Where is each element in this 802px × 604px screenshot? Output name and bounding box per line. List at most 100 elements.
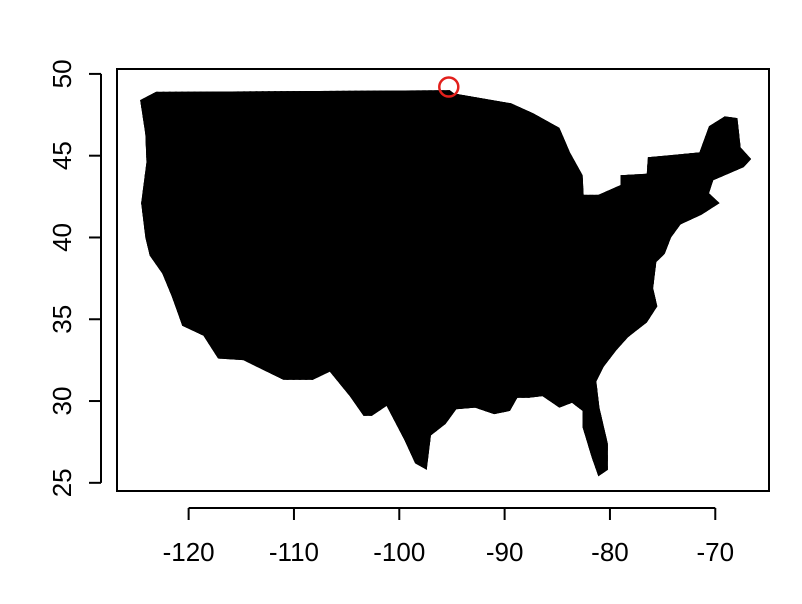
data-point (307, 80, 317, 90)
data-point (183, 80, 193, 90)
data-point (313, 80, 323, 90)
data-point (140, 218, 144, 229)
data-point (239, 80, 249, 90)
data-point (682, 127, 693, 139)
data-point (663, 277, 674, 288)
data-point (614, 191, 625, 203)
data-point (617, 133, 628, 144)
data-point (719, 255, 730, 267)
data-point (757, 170, 767, 180)
data-point (703, 111, 715, 123)
data-point (630, 80, 640, 90)
data-point (558, 95, 569, 107)
data-point (667, 80, 677, 90)
data-point (307, 69, 317, 79)
data-point (161, 75, 171, 85)
data-point (703, 218, 715, 229)
data-point (573, 101, 585, 112)
data-point (576, 117, 588, 128)
data-point (248, 75, 258, 85)
data-point (741, 293, 752, 304)
data-point (332, 69, 342, 79)
data-point (536, 122, 547, 133)
data-point (734, 261, 746, 272)
data-point (754, 112, 764, 122)
data-point (487, 69, 497, 79)
data-point (722, 197, 733, 208)
data-point (744, 106, 752, 117)
data-point (437, 175, 448, 187)
data-point (499, 175, 510, 187)
data-point (245, 69, 255, 79)
data-point (744, 213, 752, 224)
data-point (539, 95, 550, 107)
data-point (431, 69, 441, 79)
data-point (567, 175, 578, 187)
data-point (710, 218, 721, 229)
data-point (610, 111, 622, 123)
data-point (707, 159, 718, 171)
data-point (146, 69, 156, 79)
data-point (669, 138, 681, 149)
data-point (669, 117, 681, 128)
data-point (481, 80, 491, 90)
data-point (672, 133, 684, 144)
data-point (564, 75, 574, 85)
data-point (149, 287, 160, 299)
data-point (465, 90, 476, 96)
data-point (754, 144, 764, 154)
data-point (527, 159, 538, 171)
data-point (654, 133, 665, 144)
data-point (691, 218, 702, 229)
data-point (747, 143, 752, 155)
data-point (666, 250, 678, 261)
data-point (316, 75, 326, 85)
data-point (757, 245, 767, 255)
data-point (124, 245, 134, 255)
data-point (682, 106, 693, 117)
data-point (722, 154, 733, 165)
data-point (654, 282, 665, 293)
data-point (189, 80, 199, 90)
data-point (728, 143, 740, 155)
data-point (391, 75, 401, 85)
data-point (694, 234, 705, 245)
data-point (666, 143, 678, 155)
data-point (707, 245, 718, 256)
data-point (710, 80, 720, 90)
data-point (648, 111, 659, 123)
data-point (725, 127, 736, 139)
data-point (595, 75, 605, 85)
data-point (707, 277, 718, 288)
data-point (620, 95, 631, 107)
data-point (204, 106, 216, 117)
data-point (729, 80, 739, 90)
data-point (452, 223, 464, 235)
data-point (691, 101, 702, 112)
data-point (202, 80, 212, 90)
data-point (707, 213, 718, 224)
data-point (666, 282, 678, 293)
data-point (623, 154, 634, 165)
data-point (676, 213, 687, 224)
data-point (570, 90, 581, 96)
data-point (561, 80, 571, 90)
data-point (127, 261, 137, 271)
data-point (124, 128, 134, 138)
data-point (592, 80, 602, 90)
data-point (158, 175, 169, 187)
data-point (583, 181, 594, 192)
data-point (719, 106, 730, 117)
data-point (598, 207, 609, 219)
data-point (375, 69, 385, 79)
data-point (697, 143, 709, 155)
data-point (703, 250, 715, 261)
data-point (422, 75, 432, 85)
data-point (524, 197, 535, 208)
data-point (738, 223, 749, 235)
data-point (679, 165, 690, 176)
data-point (719, 234, 730, 245)
data-point (158, 111, 169, 123)
data-point (691, 122, 702, 133)
data-point (676, 95, 687, 107)
